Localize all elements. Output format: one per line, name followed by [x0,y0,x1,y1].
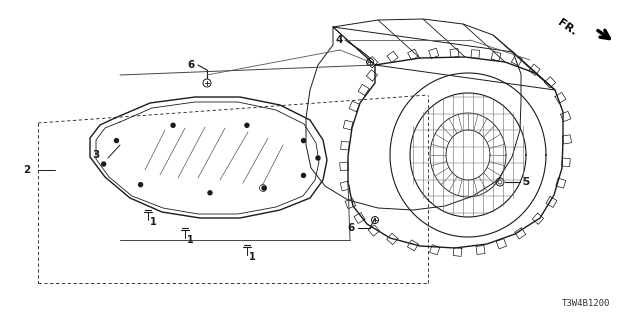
Text: 1: 1 [150,217,157,227]
Text: 5: 5 [522,177,529,187]
Text: 1: 1 [249,252,256,262]
Circle shape [301,139,305,143]
Circle shape [115,139,118,143]
Circle shape [245,123,249,127]
Circle shape [102,162,106,166]
Text: 2: 2 [23,165,30,175]
Circle shape [316,156,320,160]
Circle shape [262,186,266,190]
Circle shape [171,123,175,127]
Circle shape [208,191,212,195]
Text: 6: 6 [188,60,195,70]
Text: 6: 6 [348,223,355,233]
Text: 4: 4 [335,35,343,45]
Text: 3: 3 [93,150,100,160]
Text: 1: 1 [187,235,194,245]
Text: FR.: FR. [556,17,578,37]
Circle shape [301,173,305,177]
Circle shape [139,183,143,187]
Text: T3W4B1200: T3W4B1200 [562,299,610,308]
